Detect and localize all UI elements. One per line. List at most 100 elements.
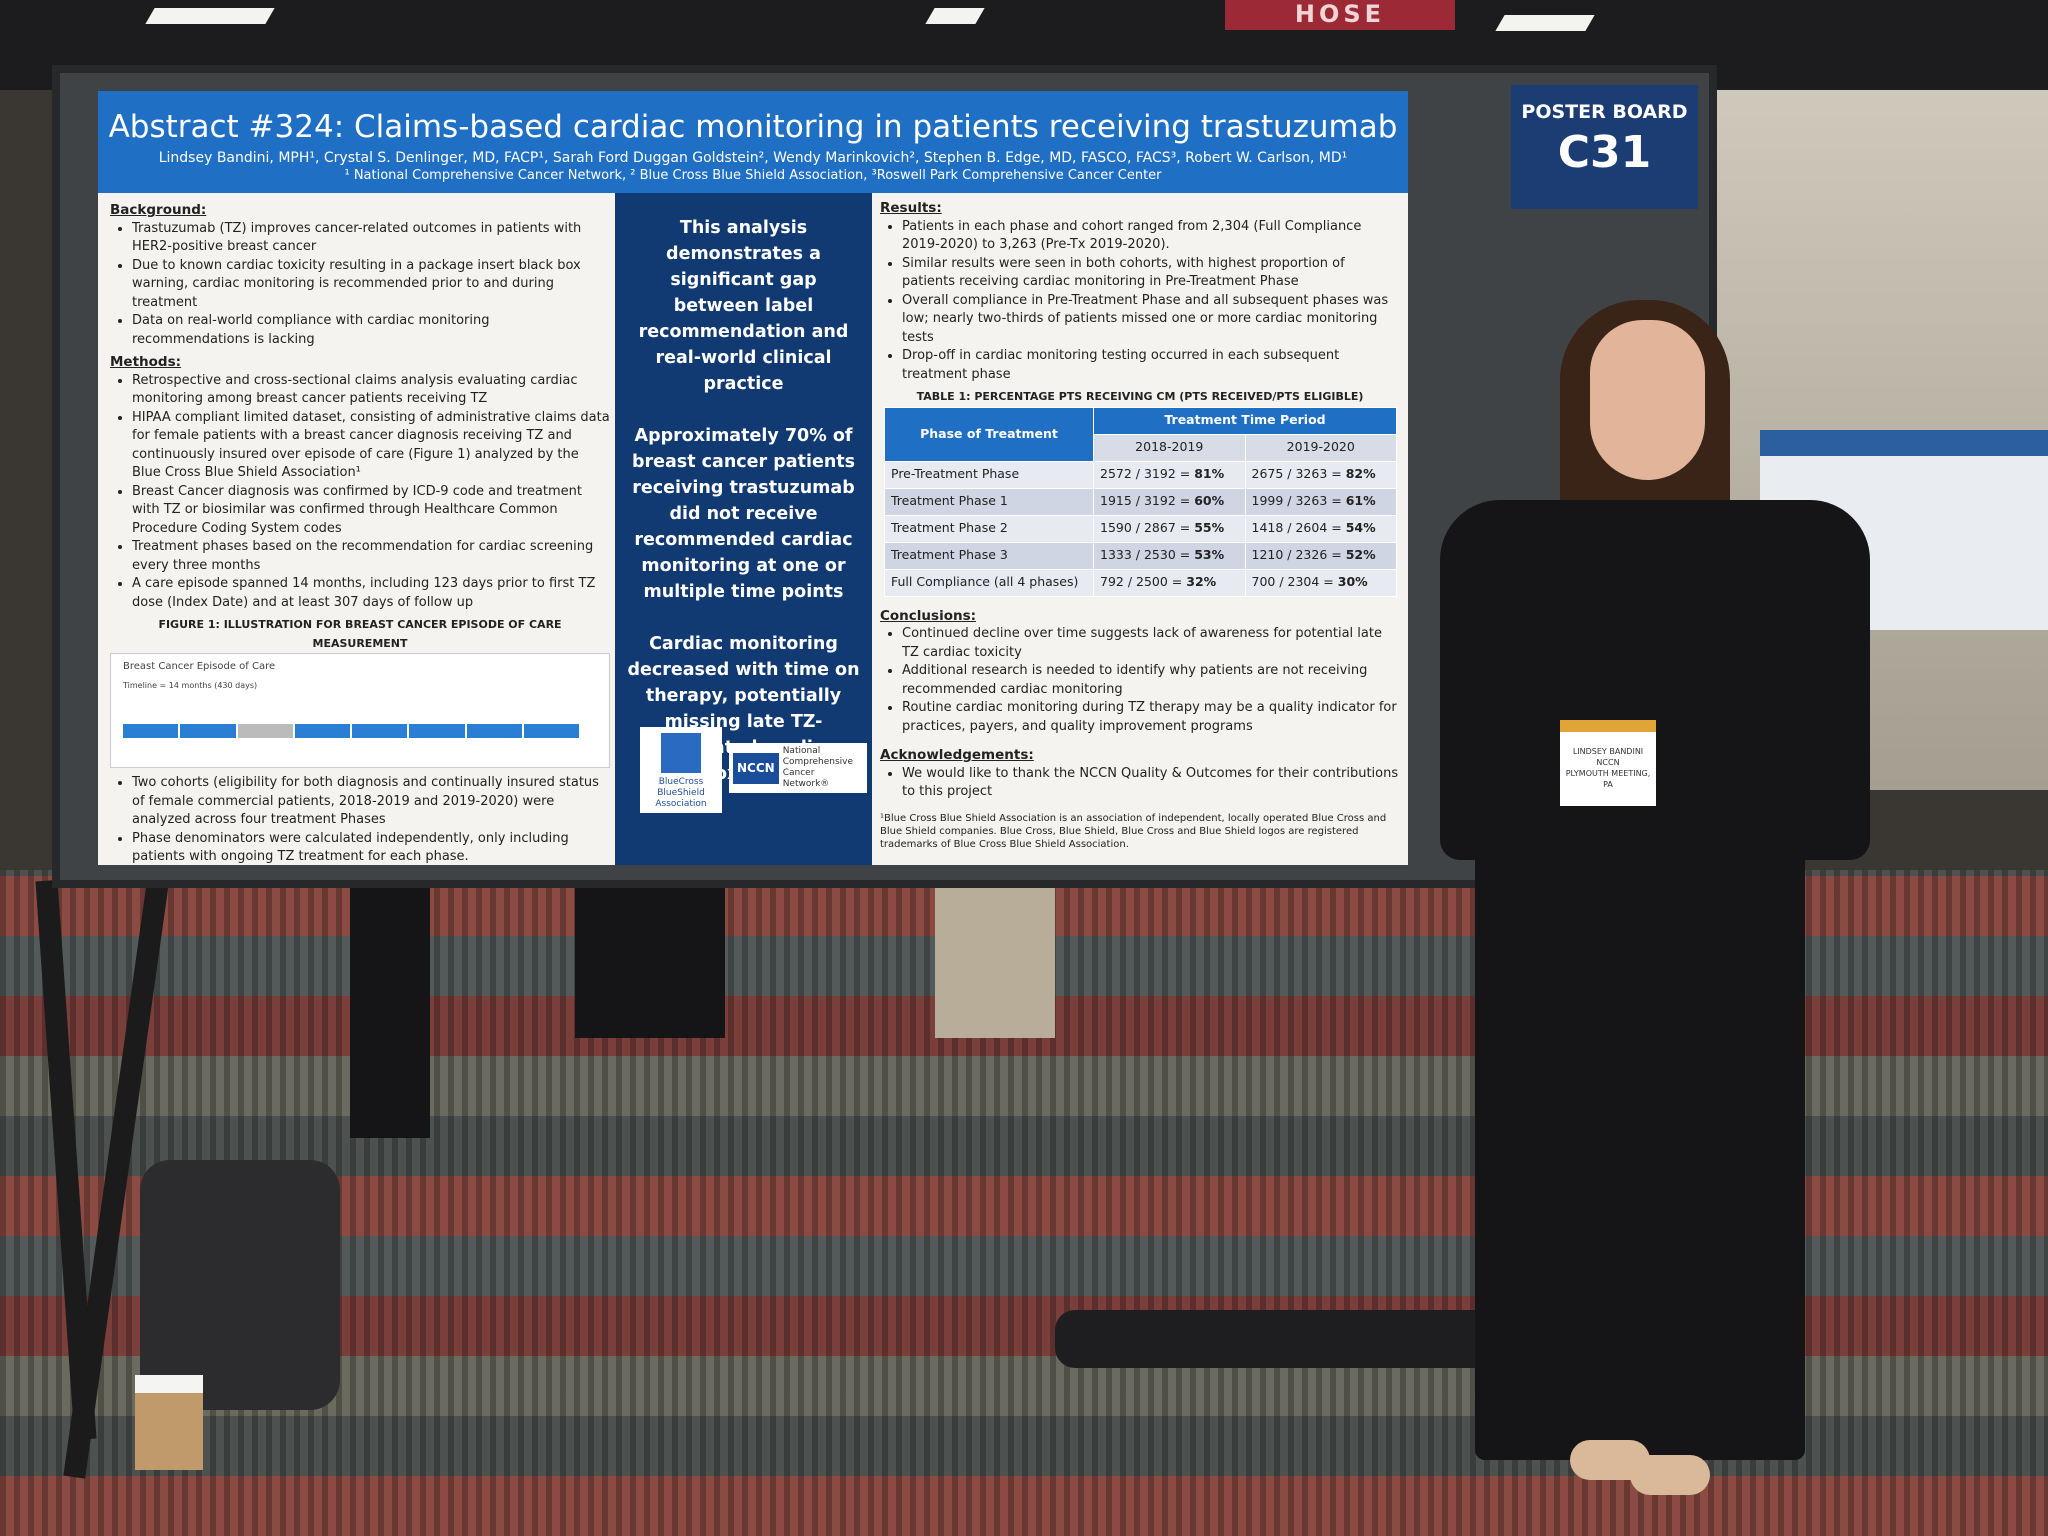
poster-affiliations: ¹ National Comprehensive Cancer Network,… bbox=[344, 168, 1162, 183]
cell-ratio: 2675 / 3263 = bbox=[1251, 466, 1346, 482]
table-cell: Treatment Phase 3 bbox=[884, 541, 1094, 570]
board-label-text: POSTER BOARD bbox=[1521, 101, 1688, 123]
poster-authors: Lindsey Bandini, MPH¹, Crystal S. Denlin… bbox=[158, 150, 1348, 166]
nccn-logo: NCCN National Comprehensive Cancer Netwo… bbox=[729, 743, 867, 793]
table-cell: Treatment Phase 2 bbox=[884, 514, 1094, 543]
table-caption: TABLE 1: PERCENTAGE PTS RECEIVING CM (PT… bbox=[916, 390, 1364, 403]
ceiling-light bbox=[1495, 15, 1595, 31]
cell-percent: 32% bbox=[1186, 574, 1217, 590]
bullet: HIPAA compliant limited dataset, consist… bbox=[132, 409, 610, 483]
table-row: Treatment Phase 2 1590 / 2867 = 55% 1418 /… bbox=[884, 514, 1397, 543]
bullet: We would like to thank the NCCN Quality … bbox=[902, 765, 1400, 802]
badge-name: LINDSEY BANDINI bbox=[1572, 747, 1644, 756]
table-period: 2018-2019 bbox=[1093, 433, 1246, 462]
cell-percent: 53% bbox=[1194, 547, 1225, 563]
table-header: Phase of Treatment bbox=[884, 406, 1094, 462]
table-row: Full Compliance (all 4 phases) 792 / 2500… bbox=[884, 568, 1397, 597]
bcbs-text: BlueCross BlueShield Association bbox=[655, 777, 707, 809]
timeline-segment bbox=[123, 724, 179, 738]
cell-ratio: 1590 / 2867 = bbox=[1100, 520, 1195, 536]
cell-percent: 54% bbox=[1345, 520, 1376, 536]
section-heading: Acknowledgements: bbox=[880, 747, 1034, 763]
shoe bbox=[1630, 1455, 1710, 1495]
figure-title: Breast Cancer Episode of Care bbox=[123, 661, 276, 672]
figure-caption: FIGURE 1: ILLUSTRATION FOR BREAST CANCER… bbox=[158, 618, 562, 650]
bullet: Treatment phases based on the recommenda… bbox=[132, 538, 610, 575]
bullet-list: We would like to thank the NCCN Quality … bbox=[880, 765, 1400, 802]
bcbs-mark bbox=[661, 733, 701, 773]
table-cell: 1999 / 3263 = 61% bbox=[1244, 487, 1397, 516]
poster-title: Abstract #324: Claims-based cardiac moni… bbox=[108, 109, 1398, 145]
timeline-segment bbox=[180, 724, 236, 738]
cell-percent: 81% bbox=[1194, 466, 1225, 482]
bag bbox=[140, 1160, 340, 1410]
bullet: Similar results were seen in both cohort… bbox=[902, 255, 1400, 292]
badge-location: PLYMOUTH MEETING, PA bbox=[1565, 769, 1651, 789]
bullet: Additional research is needed to identif… bbox=[902, 662, 1400, 699]
table-row: Pre-Treatment Phase 2572 / 3192 = 81% 2675… bbox=[884, 460, 1397, 489]
bullet: Retrospective and cross-sectional claims… bbox=[132, 372, 610, 409]
section-heading: Background: bbox=[110, 202, 207, 218]
ceiling-light bbox=[145, 8, 275, 24]
table-row: Treatment Phase 3 1333 / 2530 = 53% 1210 /… bbox=[884, 541, 1397, 570]
timeline-segment bbox=[352, 724, 408, 738]
bullet: Overall compliance in Pre-Treatment Phas… bbox=[902, 292, 1400, 348]
bullet: Trastuzumab (TZ) improves cancer-related… bbox=[132, 220, 610, 257]
badge-org: NCCN bbox=[1596, 758, 1620, 767]
table-cell: 700 / 2304 = 30% bbox=[1244, 568, 1397, 597]
bullet-list: Two cohorts (eligibility for both diagno… bbox=[110, 774, 610, 865]
bullet: Drop-off in cardiac monitoring testing o… bbox=[902, 347, 1400, 384]
table-row: Treatment Phase 1 1915 / 3192 = 60% 1999 /… bbox=[884, 487, 1397, 516]
cell-percent: 61% bbox=[1345, 493, 1376, 509]
timeline-bar bbox=[123, 724, 579, 738]
sign: HOSE bbox=[1225, 0, 1455, 30]
cell-ratio: 792 / 2500 = bbox=[1100, 574, 1187, 590]
section: Conclusions:Continued decline over time … bbox=[880, 607, 1400, 737]
poster-tube bbox=[1055, 1310, 1495, 1368]
section: Background: Trastuzumab (TZ) improves can… bbox=[110, 201, 610, 349]
timeline-segment bbox=[409, 724, 465, 738]
poster: Abstract #324: Claims-based cardiac moni… bbox=[98, 91, 1408, 865]
visitor-legs bbox=[575, 888, 725, 1038]
bullet: A care episode spanned 14 months, includ… bbox=[132, 575, 610, 612]
cell-ratio: 1915 / 3192 = bbox=[1100, 493, 1195, 509]
timeline-segment bbox=[237, 724, 293, 738]
key-message: Approximately 70% of breast cancer patie… bbox=[631, 426, 856, 602]
bullet-list: Trastuzumab (TZ) improves cancer-related… bbox=[110, 220, 610, 350]
timeline-segment bbox=[294, 724, 350, 738]
table-header: Treatment Time Period bbox=[1093, 406, 1397, 435]
cell-ratio: 1999 / 3263 = bbox=[1251, 493, 1346, 509]
methods-more: Two cohorts (eligibility for both diagno… bbox=[110, 774, 610, 865]
figure: Breast Cancer Episode of Care Timeline = … bbox=[110, 653, 610, 768]
trousers bbox=[1475, 840, 1805, 1460]
cell-ratio: 1333 / 2530 = bbox=[1100, 547, 1195, 563]
ceiling-light bbox=[925, 8, 985, 24]
figure-subtitle: Timeline = 14 months (430 days) bbox=[123, 680, 258, 690]
nccn-name: National Comprehensive Cancer Network® bbox=[782, 746, 854, 789]
key-message: This analysis demonstrates a significant… bbox=[638, 218, 849, 394]
bullet: Data on real-world compliance with cardi… bbox=[132, 312, 610, 349]
visitor-legs bbox=[350, 888, 430, 1138]
board-label: POSTER BOARD C31 bbox=[1511, 85, 1698, 209]
bullet: Continued decline over time suggests lac… bbox=[902, 625, 1400, 662]
nccn-mark: NCCN bbox=[733, 752, 779, 784]
bullet-list: Continued decline over time suggests lac… bbox=[880, 625, 1400, 736]
cell-ratio: 700 / 2304 = bbox=[1251, 574, 1338, 590]
cell-percent: 82% bbox=[1345, 466, 1376, 482]
board-number: C31 bbox=[1557, 127, 1652, 178]
results-table: Phase of Treatment Treatment Time Period 2… bbox=[884, 406, 1397, 597]
table-period: 2019-2020 bbox=[1244, 433, 1397, 462]
bullet: Due to known cardiac toxicity resulting … bbox=[132, 257, 610, 313]
table-cell: 1590 / 2867 = 55% bbox=[1093, 514, 1246, 543]
cell-ratio: 1210 / 2326 = bbox=[1251, 547, 1346, 563]
cell-percent: 30% bbox=[1337, 574, 1368, 590]
table-cell: Treatment Phase 1 bbox=[884, 487, 1094, 516]
section-heading: Conclusions: bbox=[880, 607, 977, 624]
table-cell: 792 / 2500 = 32% bbox=[1093, 568, 1246, 597]
bullet: Patients in each phase and cohort ranged… bbox=[902, 218, 1400, 255]
table-cell: 1210 / 2326 = 52% bbox=[1244, 541, 1397, 570]
visitor-legs bbox=[935, 888, 1055, 1038]
poster-header: Abstract #324: Claims-based cardiac moni… bbox=[98, 91, 1408, 193]
table-subheader-row: 2018-2019 2019-2020 bbox=[885, 433, 1397, 462]
